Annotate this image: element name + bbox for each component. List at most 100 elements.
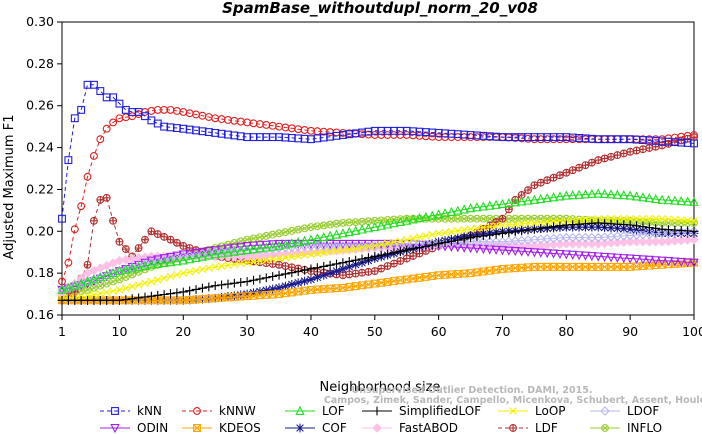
point-lof — [133, 262, 144, 272]
point-ldf — [370, 267, 379, 275]
x-tick-label: 70 — [495, 324, 511, 339]
point-knnw — [109, 118, 118, 127]
point-ldf — [632, 146, 641, 155]
point-ldf — [530, 181, 539, 190]
point-ldof — [318, 241, 329, 251]
point-loop — [300, 251, 309, 259]
y-tick-label: 0.28 — [26, 56, 54, 71]
point-loop — [658, 214, 666, 223]
legend-label: KDEOS — [219, 421, 261, 434]
point-loop — [90, 291, 98, 299]
point-lof — [108, 267, 118, 278]
legend-item-inflo: INFLO — [590, 421, 662, 434]
point-ldf — [166, 235, 175, 244]
legend-label: SimplifiedLOF — [399, 404, 481, 418]
point-ldf — [485, 221, 494, 230]
point-lof — [638, 192, 648, 202]
point-lof — [376, 220, 386, 230]
point-lof — [89, 274, 99, 284]
point-loop — [281, 253, 290, 262]
point-loop — [147, 277, 156, 286]
point-simplifiedlof — [159, 290, 169, 299]
point-lof — [523, 195, 533, 205]
point-lof — [555, 191, 565, 201]
point-simplifiedlof — [146, 291, 156, 301]
point-ldf — [600, 154, 609, 163]
point-cof — [306, 275, 316, 284]
point-lof — [178, 255, 188, 265]
point-knnw — [690, 131, 698, 139]
point-loop — [619, 214, 628, 223]
point-odin — [619, 254, 629, 264]
series-layer — [57, 80, 699, 305]
point-ldf — [121, 245, 130, 253]
point-lof — [548, 192, 559, 202]
point-knn — [64, 156, 73, 165]
point-fastabod — [689, 234, 699, 245]
point-ldof — [312, 241, 323, 251]
point-simplifiedlof — [536, 223, 546, 233]
x-tick-label: 10 — [112, 324, 128, 339]
point-fastabod — [625, 236, 635, 247]
point-loop — [371, 242, 379, 250]
point-simplifiedlof — [229, 278, 239, 288]
point-loop — [351, 244, 360, 253]
point-cof — [351, 260, 361, 270]
point-cof — [242, 289, 252, 299]
point-lof — [644, 193, 655, 203]
point-odin — [529, 248, 540, 258]
axes: 1 10 20 30 40 50 60 70 80 90 100 0.16 0.18 0.20 0.22 0.… — [26, 14, 702, 339]
point-simplifiedlof — [287, 268, 297, 278]
legend-label: COF — [322, 421, 347, 434]
point-odin — [580, 251, 591, 261]
point-ldf — [396, 257, 405, 265]
point-lof — [338, 228, 348, 238]
point-ldf — [115, 237, 124, 246]
point-lof — [440, 208, 450, 218]
point-ldof — [325, 241, 335, 251]
point-fastabod — [650, 236, 661, 247]
point-ldf — [96, 196, 105, 204]
point-loop — [358, 243, 366, 252]
point-loop — [115, 286, 124, 294]
point-lof — [165, 257, 176, 267]
point-lof — [114, 265, 125, 276]
point-kdeos — [472, 268, 481, 277]
point-lof — [242, 244, 252, 255]
point-knn — [109, 93, 118, 102]
point-kdeos — [287, 288, 296, 297]
point-lof — [529, 194, 540, 204]
point-simplifiedlof — [191, 285, 201, 294]
x-tick-label: 30 — [239, 324, 255, 339]
point-ldf — [619, 149, 628, 158]
point-lof — [76, 278, 86, 288]
point-odin — [510, 247, 520, 257]
point-ldf — [390, 259, 398, 268]
point-lof — [650, 193, 661, 204]
point-lof — [657, 194, 667, 204]
legend: kNN kNNW LOF SimplifiedLOF LoOP LDOF ODIN KDEOS… — [100, 404, 662, 434]
point-odin — [242, 241, 252, 252]
point-lof — [191, 252, 201, 263]
point-simplifiedlof — [638, 222, 648, 232]
point-lof — [389, 218, 399, 228]
legend-marker — [601, 424, 609, 432]
point-simplifiedlof — [319, 262, 329, 271]
point-lof — [516, 196, 527, 206]
x-tick-label: 20 — [175, 324, 191, 339]
point-loop — [153, 276, 162, 284]
legend-item-fastabod: FastABOD — [362, 421, 458, 434]
watermark-line-2: Campos, Zimek, Sander, Campello, Micenko… — [324, 395, 702, 406]
point-ldf — [141, 235, 149, 244]
point-simplifiedlof — [217, 280, 226, 290]
point-odin — [670, 257, 680, 267]
point-ldf — [345, 270, 354, 279]
legend-item-simplifiedlof: SimplifiedLOF — [362, 404, 481, 418]
point-lof — [236, 245, 246, 255]
point-simplifiedlof — [166, 289, 175, 299]
x-tick-label: 100 — [682, 324, 702, 339]
series-line-lof — [61, 193, 695, 291]
point-loop — [313, 249, 322, 258]
point-lof — [510, 197, 520, 207]
point-simplifiedlof — [421, 241, 431, 251]
